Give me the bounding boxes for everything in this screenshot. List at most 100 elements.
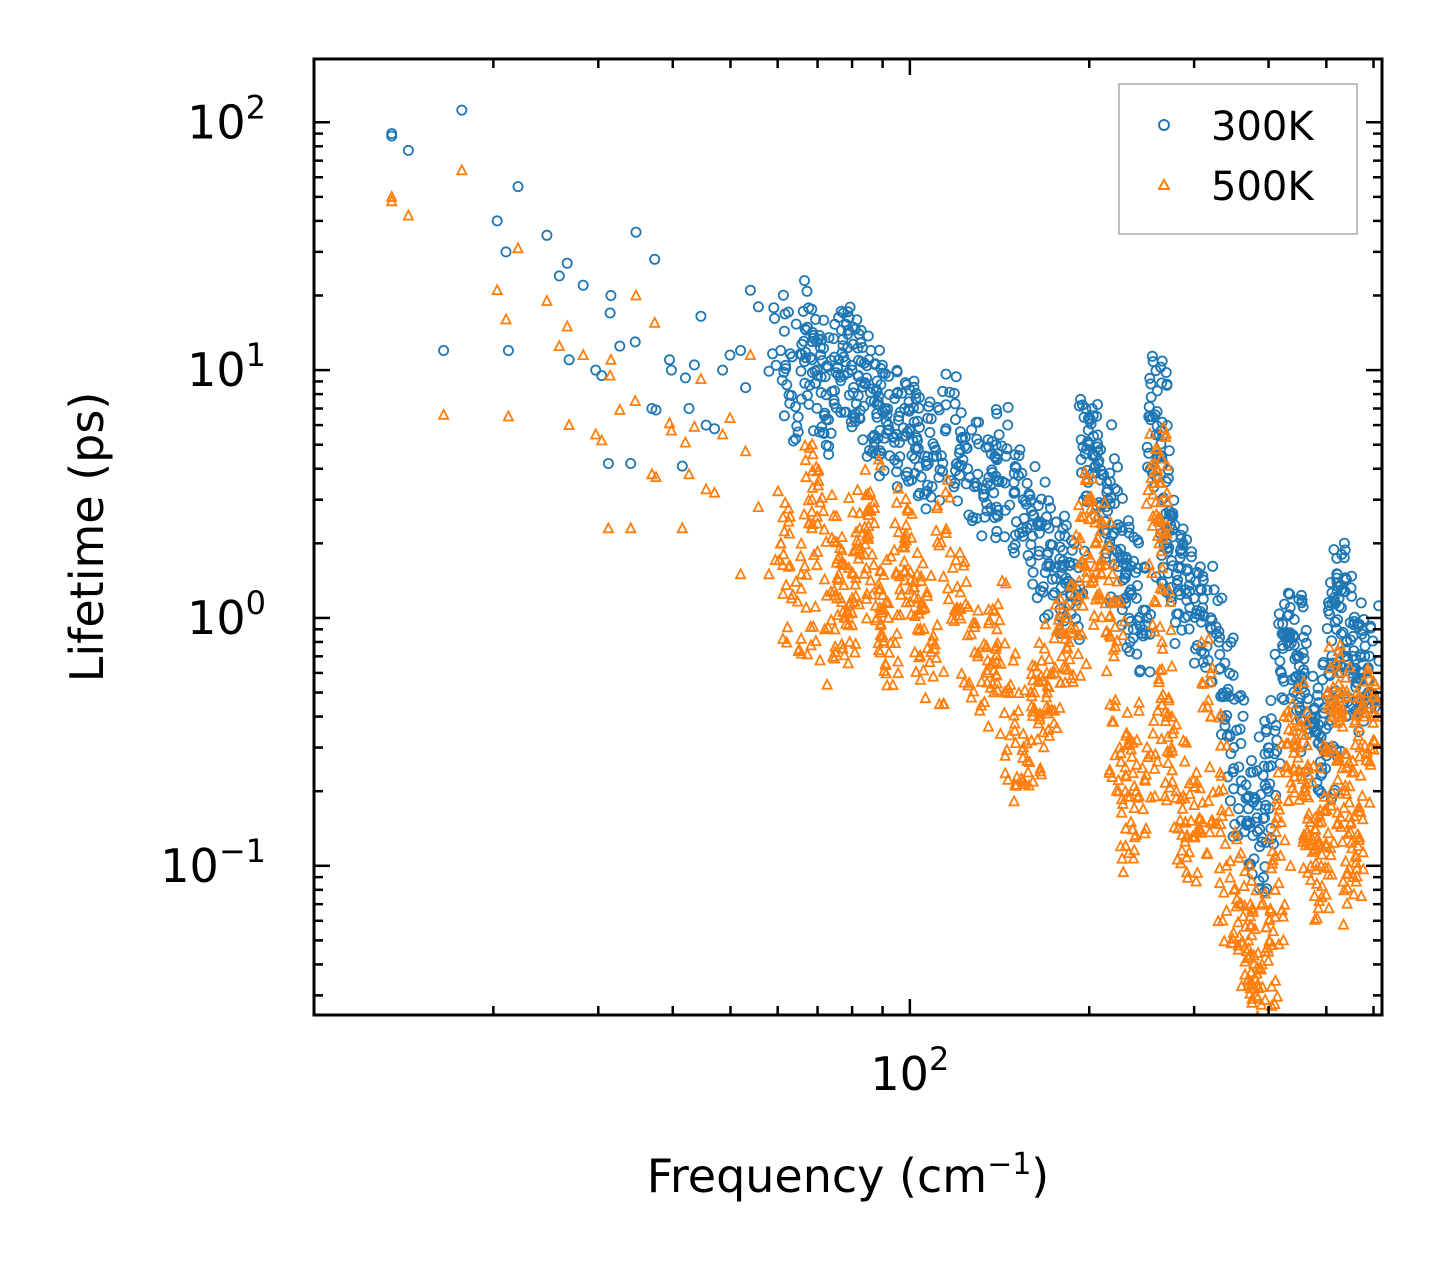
point-500k [1327, 835, 1340, 848]
point-300k [1021, 477, 1033, 489]
point-500k [926, 633, 939, 646]
point-500k [776, 587, 790, 599]
point-500k [1008, 723, 1021, 736]
point-500k [990, 667, 1003, 680]
point-500k [1179, 830, 1193, 843]
point-300k [1057, 523, 1069, 535]
point-500k [1151, 464, 1164, 477]
point-500k [1127, 851, 1140, 864]
point-500k [1099, 596, 1112, 609]
point-500k [1202, 632, 1215, 645]
point-500k [1146, 487, 1159, 500]
point-500k [1357, 862, 1370, 875]
point-300k [1195, 584, 1207, 596]
point-300k [1326, 597, 1338, 609]
point-500k [991, 636, 1004, 649]
point-500k [1047, 716, 1061, 729]
point-500k [1232, 915, 1245, 928]
point-500k [1324, 793, 1337, 806]
point-500k [835, 530, 849, 542]
point-500k [1155, 544, 1168, 557]
point-500k [577, 348, 590, 361]
point-500k [1026, 709, 1039, 721]
point-300k [665, 364, 677, 376]
point-500k [782, 501, 795, 514]
point-500k [1201, 847, 1214, 860]
point-500k [1188, 798, 1201, 810]
point-500k [1225, 936, 1238, 949]
point-500k [1103, 538, 1116, 551]
point-500k [1248, 922, 1261, 934]
point-300k [717, 364, 729, 376]
point-500k [1095, 610, 1108, 623]
point-500k [886, 678, 899, 690]
point-500k [1065, 577, 1079, 590]
point-500k [927, 628, 940, 641]
point-500k [1369, 677, 1382, 690]
point-300k [1092, 429, 1104, 441]
point-500k [561, 319, 574, 332]
point-500k [1104, 697, 1117, 710]
point-500k [1151, 754, 1164, 767]
point-500k [1243, 1021, 1252, 1030]
point-500k [838, 648, 851, 661]
point-500k [1210, 816, 1223, 829]
point-500k [1144, 790, 1157, 803]
point-500k [1361, 666, 1374, 679]
point-500k [1074, 510, 1087, 522]
point-500k [1161, 494, 1174, 507]
point-500k [1151, 703, 1164, 716]
point-500k [915, 569, 928, 582]
point-500k [1155, 451, 1168, 464]
point-500k [1325, 867, 1338, 880]
point-300k [1009, 460, 1021, 472]
point-500k [1245, 873, 1258, 886]
point-500k [1340, 747, 1353, 759]
point-300k [1332, 614, 1344, 626]
point-500k [1007, 653, 1020, 666]
point-500k [723, 411, 737, 424]
point-300k [871, 411, 883, 423]
point-500k [1334, 638, 1347, 651]
point-300k [926, 480, 938, 492]
point-500k [794, 549, 807, 562]
point-300k [1156, 355, 1168, 367]
point-300k [1337, 626, 1349, 638]
point-500k [883, 645, 896, 658]
point-300k [1190, 643, 1202, 655]
point-300k [908, 381, 920, 393]
point-500k [1174, 856, 1187, 869]
point-300k [800, 352, 812, 364]
point-300k [456, 104, 468, 116]
point-500k [872, 636, 885, 649]
point-500k [1206, 813, 1219, 826]
point-300k [1039, 476, 1051, 488]
point-300k [1043, 522, 1055, 534]
point-500k [1282, 710, 1295, 723]
point-300k [889, 393, 901, 405]
point-500k [810, 558, 823, 571]
point-500k [511, 241, 525, 254]
point-500k [734, 567, 747, 580]
point-500k [1331, 772, 1344, 785]
point-500k [1315, 847, 1328, 860]
point-500k [1180, 850, 1193, 863]
point-300k [1001, 443, 1013, 455]
point-500k [977, 637, 991, 649]
point-500k [1178, 754, 1191, 767]
point-500k [1299, 838, 1312, 851]
point-300k [1060, 520, 1072, 532]
point-300k [563, 354, 575, 366]
point-500k [838, 558, 852, 570]
point-300k [740, 382, 752, 394]
point-500k [1138, 826, 1151, 839]
point-300k [491, 215, 503, 227]
point-500k [830, 591, 844, 604]
point-500k [1087, 618, 1100, 630]
point-300k [1221, 710, 1233, 722]
point-500k [878, 664, 891, 676]
point-500k [993, 613, 1006, 626]
point-500k [1339, 854, 1352, 867]
point-500k [1119, 728, 1133, 741]
point-300k [908, 375, 920, 387]
